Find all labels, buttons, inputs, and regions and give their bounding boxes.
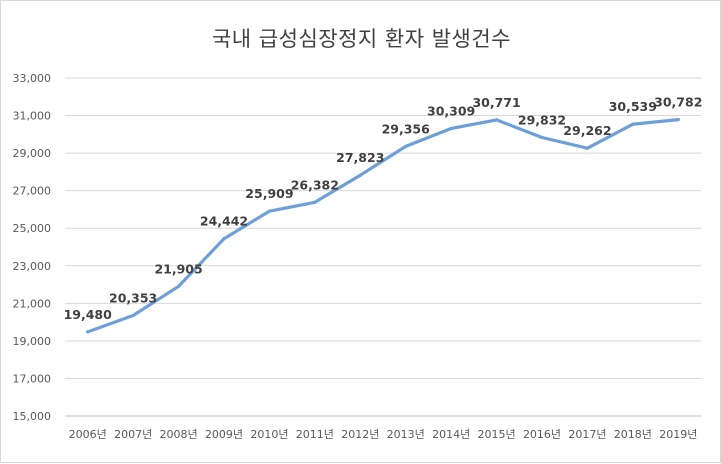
series-line bbox=[86, 117, 680, 334]
y-tick-label: 21,000 bbox=[13, 297, 52, 310]
data-label: 30,771 bbox=[472, 95, 520, 110]
data-point bbox=[404, 144, 408, 149]
data-point bbox=[631, 122, 635, 126]
y-tick-label: 29,000 bbox=[13, 147, 52, 160]
x-tick-label: 2016년 bbox=[523, 428, 561, 441]
data-point bbox=[494, 118, 499, 122]
y-tick-label: 31,000 bbox=[13, 110, 52, 123]
y-tick-label: 19,000 bbox=[13, 335, 52, 348]
x-tick-label: 2014년 bbox=[432, 428, 470, 441]
x-tick-label: 2019년 bbox=[659, 428, 697, 441]
data-point bbox=[540, 135, 544, 140]
x-tick-label: 2013년 bbox=[387, 428, 425, 441]
data-point bbox=[222, 237, 226, 241]
data-point bbox=[86, 330, 90, 334]
data-point bbox=[676, 118, 680, 122]
data-point bbox=[358, 173, 362, 177]
data-label: 19,480 bbox=[64, 307, 113, 322]
data-point bbox=[176, 284, 181, 288]
y-tick-label: 33,000 bbox=[13, 72, 52, 85]
data-label: 30,782 bbox=[654, 95, 702, 110]
data-label: 30,539 bbox=[609, 99, 657, 114]
x-tick-label: 2017년 bbox=[568, 428, 606, 441]
data-label: 25,909 bbox=[245, 186, 293, 201]
y-tick-label: 25,000 bbox=[13, 222, 52, 235]
data-point bbox=[267, 209, 272, 213]
data-point bbox=[131, 313, 135, 318]
data-label: 29,262 bbox=[563, 123, 611, 138]
data-label: 26,382 bbox=[291, 177, 339, 192]
y-tick-label: 17,000 bbox=[13, 372, 52, 385]
y-tick-label: 15,000 bbox=[13, 410, 52, 423]
x-tick-label: 2011년 bbox=[296, 428, 334, 441]
x-tick-label: 2010년 bbox=[250, 428, 288, 441]
x-tick-label: 2018년 bbox=[614, 428, 652, 441]
x-tick-label: 2008년 bbox=[160, 428, 198, 441]
data-label: 29,356 bbox=[382, 121, 431, 136]
data-label: 29,832 bbox=[518, 112, 566, 127]
x-tick-label: 2015년 bbox=[478, 428, 516, 441]
data-point bbox=[449, 126, 453, 131]
y-tick-label: 27,000 bbox=[13, 185, 52, 198]
data-label: 27,823 bbox=[336, 150, 384, 165]
data-point bbox=[313, 200, 317, 204]
y-tick-label: 23,000 bbox=[13, 260, 52, 273]
x-tick-label: 2007년 bbox=[114, 428, 152, 441]
chart-title: 국내 급성심장정지 환자 발생건수 bbox=[211, 27, 511, 51]
data-point bbox=[585, 146, 590, 150]
x-tick-label: 2012년 bbox=[341, 428, 379, 441]
data-label: 21,905 bbox=[154, 261, 202, 276]
data-label: 20,353 bbox=[109, 290, 157, 305]
data-label: 30,309 bbox=[427, 104, 475, 119]
x-tick-label: 2006년 bbox=[69, 428, 107, 441]
data-label: 24,442 bbox=[200, 214, 248, 229]
x-tick-label: 2009년 bbox=[205, 428, 243, 441]
